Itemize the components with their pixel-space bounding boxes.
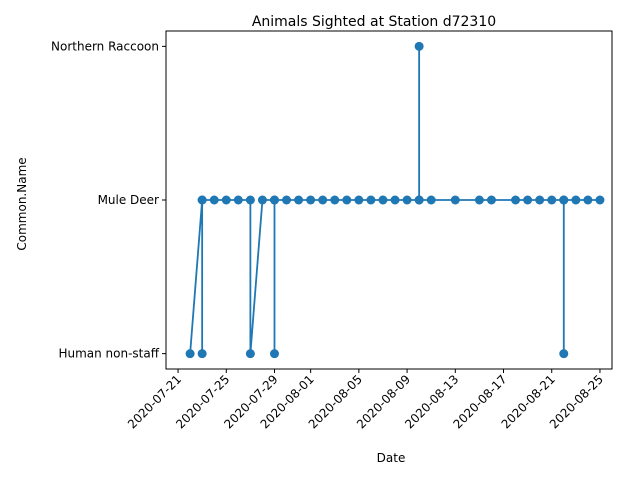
data-point: [414, 195, 424, 205]
data-point: [366, 195, 376, 205]
data-point: [571, 195, 581, 205]
data-point: [318, 195, 328, 205]
data-point: [282, 195, 292, 205]
chart-title: Animals Sighted at Station d72310: [252, 14, 496, 30]
data-point: [294, 195, 304, 205]
data-point: [426, 195, 436, 205]
data-point: [185, 349, 195, 359]
data-point: [269, 349, 279, 359]
data-point: [257, 195, 267, 205]
data-point: [486, 195, 496, 205]
data-point: [414, 41, 424, 51]
data-point: [354, 195, 364, 205]
data-point: [269, 195, 279, 205]
data-point: [197, 349, 207, 359]
data-point: [306, 195, 316, 205]
x-axis-label: Date: [377, 451, 406, 465]
data-point: [378, 195, 388, 205]
data-point: [330, 195, 340, 205]
y-tick-label: Mule Deer: [98, 193, 159, 207]
plot-area: [185, 41, 605, 359]
y-tick-label: Northern Raccoon: [51, 39, 159, 53]
data-point: [535, 195, 545, 205]
data-point: [197, 195, 207, 205]
data-point: [245, 195, 255, 205]
data-point: [559, 195, 569, 205]
data-point: [390, 195, 400, 205]
y-axis-label: Common.Name: [15, 157, 29, 250]
x-axis: 2020-07-212020-07-252020-07-292020-08-01…: [125, 369, 606, 431]
y-axis: Human non-staff Mule Deer Northern Raccoon: [51, 39, 166, 361]
data-point: [474, 195, 484, 205]
data-point: [209, 195, 219, 205]
data-point: [523, 195, 533, 205]
data-point: [559, 349, 569, 359]
data-point: [402, 195, 412, 205]
data-point: [221, 195, 231, 205]
data-point: [245, 349, 255, 359]
data-point: [511, 195, 521, 205]
y-tick-label: Human non-staff: [58, 347, 159, 361]
data-point: [450, 195, 460, 205]
data-point: [595, 195, 605, 205]
data-point: [342, 195, 352, 205]
data-point: [233, 195, 243, 205]
data-point: [583, 195, 593, 205]
data-point: [547, 195, 557, 205]
